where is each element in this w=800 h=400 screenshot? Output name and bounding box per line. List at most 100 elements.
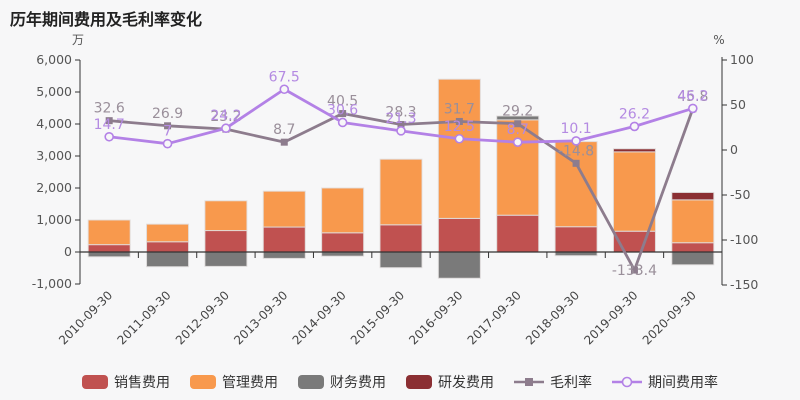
line-expense-ratio: 14.7 7 24.2 67.5 30.6 21.3 12.5 8.7 10.1 26.2 46.2 (94, 69, 708, 149)
data-label-expense-ratio: 8.7 (507, 122, 529, 138)
data-label-expense-ratio: 26.2 (619, 106, 650, 122)
data-label-expense-ratio: 10.1 (561, 121, 592, 137)
bars-group (87, 78, 715, 279)
data-label-expense-ratio: 12.5 (444, 119, 475, 135)
bar-segment-admin-expense (496, 119, 540, 216)
legend-label: 研发费用 (438, 375, 494, 391)
data-label-gross-margin: -133.4 (612, 263, 657, 279)
marker-square (514, 120, 522, 128)
data-label-expense-ratio: 14.7 (94, 117, 125, 133)
svg-text:6,000: 6,000 (36, 52, 72, 67)
legend-line-icon-gross-margin (514, 378, 544, 386)
bar-segment-sales-expense (554, 226, 598, 253)
x-tick-label: 2013-09-30 (231, 288, 290, 347)
bar-segment-finance-expense (262, 251, 306, 259)
data-label-gross-margin: 32.6 (94, 101, 125, 117)
legend-label: 毛利率 (550, 375, 592, 391)
marker-circle (221, 123, 231, 134)
data-label-gross-margin: 26.9 (152, 106, 183, 122)
x-tick-label: 2010-09-30 (56, 288, 115, 347)
data-label-gross-margin: 28.3 (385, 105, 416, 121)
legend-swatch-rd-expense (406, 375, 432, 389)
bar-segment-admin-expense (321, 187, 365, 234)
data-label-gross-margin: -14.8 (558, 143, 594, 159)
legend-label: 管理费用 (222, 375, 278, 391)
marker-circle (454, 133, 465, 144)
right-axis-unit: % (713, 33, 724, 47)
bar-segment-admin-expense (87, 219, 131, 246)
svg-text:-50: -50 (730, 187, 750, 202)
legend-item-sales-expense[interactable]: 销售费用 (82, 372, 170, 392)
bar-segment-sales-expense (671, 242, 715, 253)
marker-square (572, 159, 580, 167)
left-axis-unit: 万 (72, 33, 84, 47)
svg-text:0: 0 (64, 244, 72, 259)
x-tick-label: 2019-09-30 (581, 288, 640, 347)
line-gross-margin: 32.6 26.9 23.2 8.7 40.5 28.3 31.7 29.2 -14.8 -133… (94, 89, 709, 279)
x-tick-label: 2018-09-30 (523, 288, 582, 347)
bar-segment-sales-expense (87, 244, 131, 253)
svg-text:0: 0 (730, 142, 738, 157)
legend-item-gross-margin[interactable]: 毛利率 (514, 372, 592, 392)
data-label-gross-margin: 23.2 (210, 109, 241, 125)
legend-item-expense-ratio[interactable]: 期间费用率 (612, 372, 718, 392)
svg-text:50: 50 (730, 97, 746, 112)
bar-segment-sales-expense (379, 224, 423, 253)
marker-circle (279, 84, 290, 95)
bar-segment-finance-expense (437, 251, 481, 279)
bar-segment-admin-expense (204, 200, 248, 232)
x-tick-label: 2011-09-30 (114, 288, 173, 347)
marker-square (339, 110, 347, 118)
data-label-gross-margin: 29.2 (502, 104, 533, 120)
svg-text:4,000: 4,000 (36, 116, 72, 131)
legend-swatch-sales-expense (82, 375, 108, 389)
bar-segment-admin-expense (671, 199, 715, 244)
svg-text:100: 100 (730, 52, 754, 67)
data-label-gross-margin: 40.5 (327, 94, 358, 110)
data-label-gross-margin: 45.8 (677, 89, 708, 105)
legend-label: 财务费用 (330, 375, 386, 391)
bar-segment-sales-expense (321, 232, 365, 253)
x-tick-label: 2015-09-30 (348, 288, 407, 347)
x-tick-label: 2012-09-30 (173, 288, 232, 347)
legend-item-finance-expense[interactable]: 财务费用 (298, 372, 386, 392)
marker-square (630, 266, 638, 274)
data-label-gross-margin: 8.7 (273, 122, 295, 138)
bar-segment-finance-expense (379, 251, 423, 269)
bar-segment-admin-expense (262, 190, 306, 228)
legend-line-icon-expense-ratio (612, 376, 642, 388)
x-tick-label: 2016-09-30 (406, 288, 465, 347)
legend-item-rd-expense[interactable]: 研发费用 (406, 372, 494, 392)
bar-segment-admin-expense (146, 223, 190, 243)
marker-circle (629, 121, 640, 132)
data-label-expense-ratio: 24.2 (210, 108, 241, 124)
bar-segment-sales-expense (204, 230, 248, 253)
chart-title: 历年期间费用及毛利率变化 (10, 10, 203, 29)
data-label-expense-ratio: 30.6 (327, 102, 358, 118)
marker-circle (396, 126, 406, 136)
bar-segment-finance-expense (496, 115, 540, 121)
svg-text:-100: -100 (730, 232, 758, 247)
svg-text:-150: -150 (730, 277, 758, 292)
bar-segment-sales-expense (262, 226, 306, 253)
bar-segment-sales-expense (496, 214, 540, 253)
marker-square (280, 138, 288, 146)
marker-square (164, 122, 172, 130)
bar-segment-rd-expense (612, 148, 656, 153)
data-label-gross-margin: 31.7 (444, 101, 475, 117)
marker-square (455, 117, 463, 125)
legend-label: 期间费用率 (648, 375, 718, 391)
bar-segment-finance-expense (204, 251, 248, 267)
svg-text:2,000: 2,000 (36, 180, 72, 195)
marker-square (105, 117, 113, 125)
legend-swatch-admin-expense (190, 375, 216, 389)
bar-segment-admin-expense (379, 158, 423, 226)
bar-segment-admin-expense (612, 151, 656, 232)
marker-circle (571, 136, 581, 146)
marker-circle (162, 138, 173, 149)
svg-text:5,000: 5,000 (36, 84, 72, 99)
legend-item-admin-expense[interactable]: 管理费用 (190, 372, 278, 392)
marker-circle (512, 137, 523, 147)
x-tick-label: 2017-09-30 (465, 288, 524, 347)
